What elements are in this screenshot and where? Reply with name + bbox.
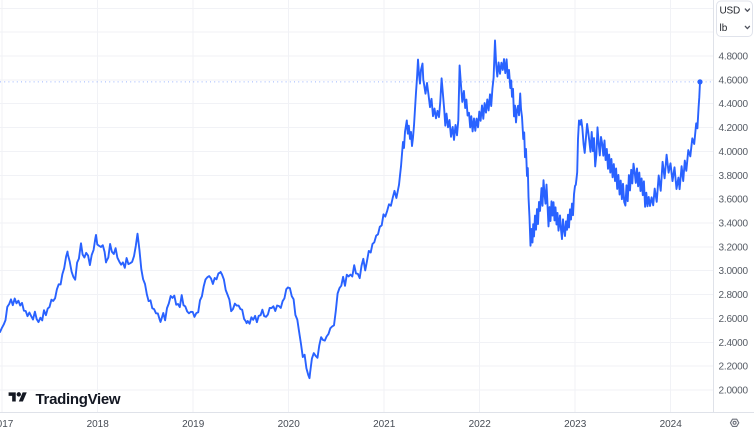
svg-text:2018: 2018 bbox=[87, 419, 110, 430]
svg-text:2.0000: 2.0000 bbox=[719, 386, 749, 397]
svg-text:2021: 2021 bbox=[373, 419, 396, 430]
svg-text:2023: 2023 bbox=[564, 419, 587, 430]
svg-text:TradingView: TradingView bbox=[36, 391, 121, 408]
svg-text:3.2000: 3.2000 bbox=[719, 242, 749, 253]
svg-text:3.8000: 3.8000 bbox=[719, 171, 749, 182]
svg-text:4.8000: 4.8000 bbox=[719, 52, 749, 63]
svg-text:2022: 2022 bbox=[469, 419, 492, 430]
svg-text:2020: 2020 bbox=[278, 419, 301, 430]
svg-text:2.2000: 2.2000 bbox=[719, 362, 749, 373]
svg-text:3.6000: 3.6000 bbox=[719, 195, 749, 206]
svg-text:2017: 2017 bbox=[0, 419, 14, 430]
svg-text:3.4000: 3.4000 bbox=[719, 219, 749, 230]
svg-text:2.6000: 2.6000 bbox=[719, 314, 749, 325]
svg-text:4.0000: 4.0000 bbox=[719, 147, 749, 158]
svg-text:2.8000: 2.8000 bbox=[719, 290, 749, 301]
svg-text:lb: lb bbox=[720, 23, 728, 34]
svg-text:3.0000: 3.0000 bbox=[719, 266, 749, 277]
svg-text:4.6000: 4.6000 bbox=[719, 75, 749, 86]
svg-text:USD: USD bbox=[720, 6, 741, 17]
svg-text:2019: 2019 bbox=[182, 419, 205, 430]
svg-text:4.4000: 4.4000 bbox=[719, 99, 749, 110]
svg-text:2.4000: 2.4000 bbox=[719, 338, 749, 349]
svg-text:4.2000: 4.2000 bbox=[719, 123, 749, 134]
svg-text:2024: 2024 bbox=[660, 419, 683, 430]
